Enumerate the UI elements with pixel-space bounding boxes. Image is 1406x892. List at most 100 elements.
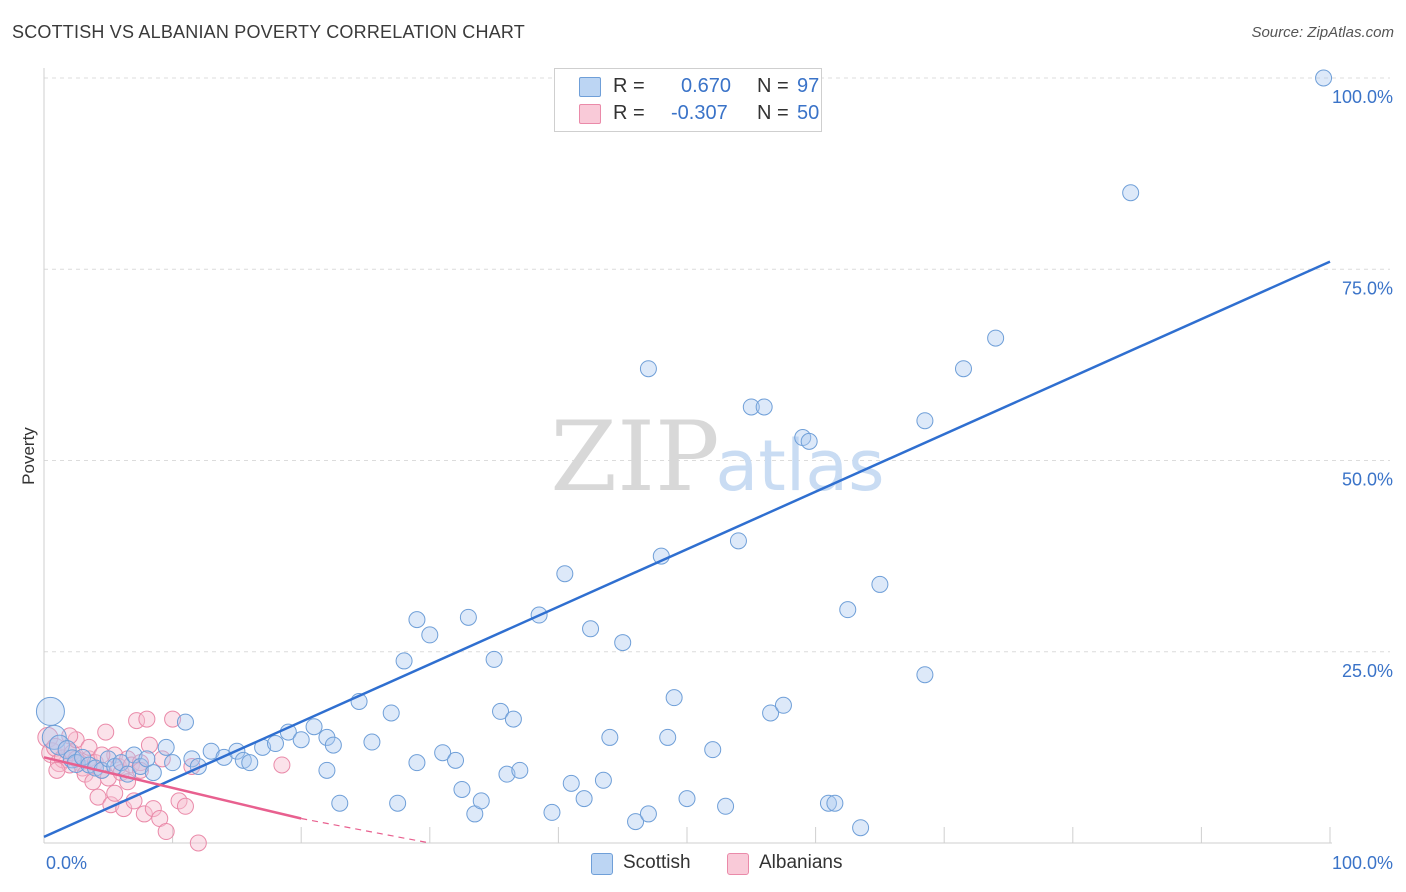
- series-swatch-scottish: [591, 853, 613, 875]
- scottish-point-66: [639, 805, 657, 823]
- scottish-point-60: [575, 790, 593, 808]
- scottish-point-71: [678, 790, 696, 808]
- scottish-point-20: [176, 713, 194, 731]
- albanian-point-34: [153, 750, 171, 768]
- scottish-point-46: [447, 751, 465, 769]
- albanian-point-31: [140, 736, 158, 754]
- scottish-point-75: [742, 398, 760, 416]
- scottish-point-59: [562, 774, 580, 792]
- scottish-point-54: [504, 710, 522, 728]
- scottish-point-18: [157, 738, 175, 756]
- correlation-legend: R = 0.670 N = 97 R = -0.307 N = 50: [554, 68, 822, 132]
- albanian-point-42: [80, 738, 98, 756]
- scottish-point-32: [305, 718, 323, 736]
- scottish-point-76: [755, 398, 773, 416]
- albanian-point-47: [48, 761, 66, 779]
- scottish-point-61: [582, 620, 600, 638]
- scottish-point-51: [485, 650, 503, 668]
- scottish-point-91: [1315, 69, 1333, 87]
- albanian-points: [37, 710, 291, 852]
- grid-lines: [44, 77, 1390, 653]
- scottish-point-65: [627, 813, 645, 831]
- scottish-point-45: [434, 744, 452, 762]
- albanian-point-36: [164, 710, 182, 728]
- albanian-point-32: [144, 800, 162, 818]
- albanian-point-15: [89, 788, 107, 806]
- legend-r-value-albanians: -0.307: [671, 102, 728, 124]
- scottish-point-62: [594, 771, 612, 789]
- scottish-point-83: [839, 601, 857, 619]
- scottish-point-72: [704, 741, 722, 759]
- legend-r-label: R =: [613, 75, 645, 97]
- scottish-point-89: [987, 329, 1005, 347]
- scottish-point-42: [408, 611, 426, 629]
- scottish-point-67: [639, 360, 657, 378]
- y-tick-label-0: 25.0%: [1342, 661, 1393, 681]
- scottish-trendline: [43, 260, 1331, 839]
- albanian-point-29: [135, 805, 153, 823]
- scottish-point-57: [543, 803, 561, 821]
- scottish-point-47: [453, 780, 471, 798]
- albanian-point-38: [176, 797, 194, 815]
- scottish-point-84: [852, 819, 870, 837]
- scottish-point-48: [459, 608, 477, 626]
- legend-n-value-albanians: 50: [797, 102, 820, 124]
- scottish-point-88: [954, 360, 972, 378]
- series-swatch-albanians: [727, 853, 749, 875]
- scottish-point-41: [395, 652, 413, 670]
- albanian-point-48: [273, 756, 291, 774]
- watermark: ZIP atlas: [550, 401, 884, 513]
- scottish-point-17: [144, 764, 162, 782]
- scottish-point-90: [1122, 184, 1140, 202]
- scottish-point-0: [35, 696, 65, 726]
- tick-labels: 25.0% 50.0% 75.0% 100.0% 0.0% 100.0%: [46, 87, 1393, 873]
- scottish-point-52: [492, 702, 510, 720]
- scottish-point-3: [57, 740, 77, 760]
- scottish-point-29: [266, 735, 284, 753]
- source-credit: Source: ZipAtlas.com: [1251, 24, 1394, 41]
- albanian-point-2: [46, 737, 66, 757]
- legend-swatch-scottish: [579, 77, 601, 97]
- y-tick-label-2: 75.0%: [1342, 278, 1393, 298]
- albanian-point-30: [138, 710, 156, 728]
- watermark-atlas: atlas: [715, 425, 884, 507]
- x-tick-label-0: 0.0%: [46, 853, 87, 873]
- scottish-point-78: [774, 696, 792, 714]
- legend-n-label: N =: [757, 102, 789, 124]
- watermark-zip: ZIP: [550, 401, 719, 513]
- legend-r-value-scottish: 0.670: [681, 75, 732, 97]
- trendlines: [43, 260, 1331, 844]
- scottish-point-63: [601, 728, 619, 746]
- scottish-point-39: [382, 704, 400, 722]
- scottish-point-81: [819, 794, 837, 812]
- scottish-point-35: [318, 761, 336, 779]
- scottish-point-86: [916, 412, 934, 430]
- scottish-point-64: [614, 634, 632, 652]
- scottish-point-70: [665, 689, 683, 707]
- scottish-point-40: [389, 794, 407, 812]
- albanian-trendline-extension: [301, 817, 430, 844]
- scottish-point-43: [408, 754, 426, 772]
- legend-n-value-scottish: 97: [797, 75, 820, 97]
- scottish-point-58: [556, 565, 574, 583]
- scottish-point-27: [241, 754, 259, 772]
- scottish-point-80: [800, 432, 818, 450]
- scottish-point-36: [331, 794, 349, 812]
- scottish-point-31: [292, 731, 310, 749]
- x-tick-label-1: 100.0%: [1332, 853, 1393, 873]
- y-tick-label-1: 50.0%: [1342, 470, 1393, 490]
- scottish-point-77: [762, 704, 780, 722]
- scottish-point-87: [916, 666, 934, 684]
- series-label-scottish: Scottish: [623, 852, 691, 873]
- series-label-albanians: Albanians: [759, 852, 843, 873]
- legend-swatch-albanians: [579, 104, 601, 124]
- scottish-point-82: [826, 794, 844, 812]
- scottish-point-85: [871, 575, 889, 593]
- albanian-point-44: [106, 784, 124, 802]
- albanian-point-40: [189, 834, 207, 852]
- scottish-point-44: [421, 626, 439, 644]
- legend-r-label: R =: [613, 102, 645, 124]
- scottish-point-16: [138, 750, 156, 768]
- scottish-point-38: [363, 733, 381, 751]
